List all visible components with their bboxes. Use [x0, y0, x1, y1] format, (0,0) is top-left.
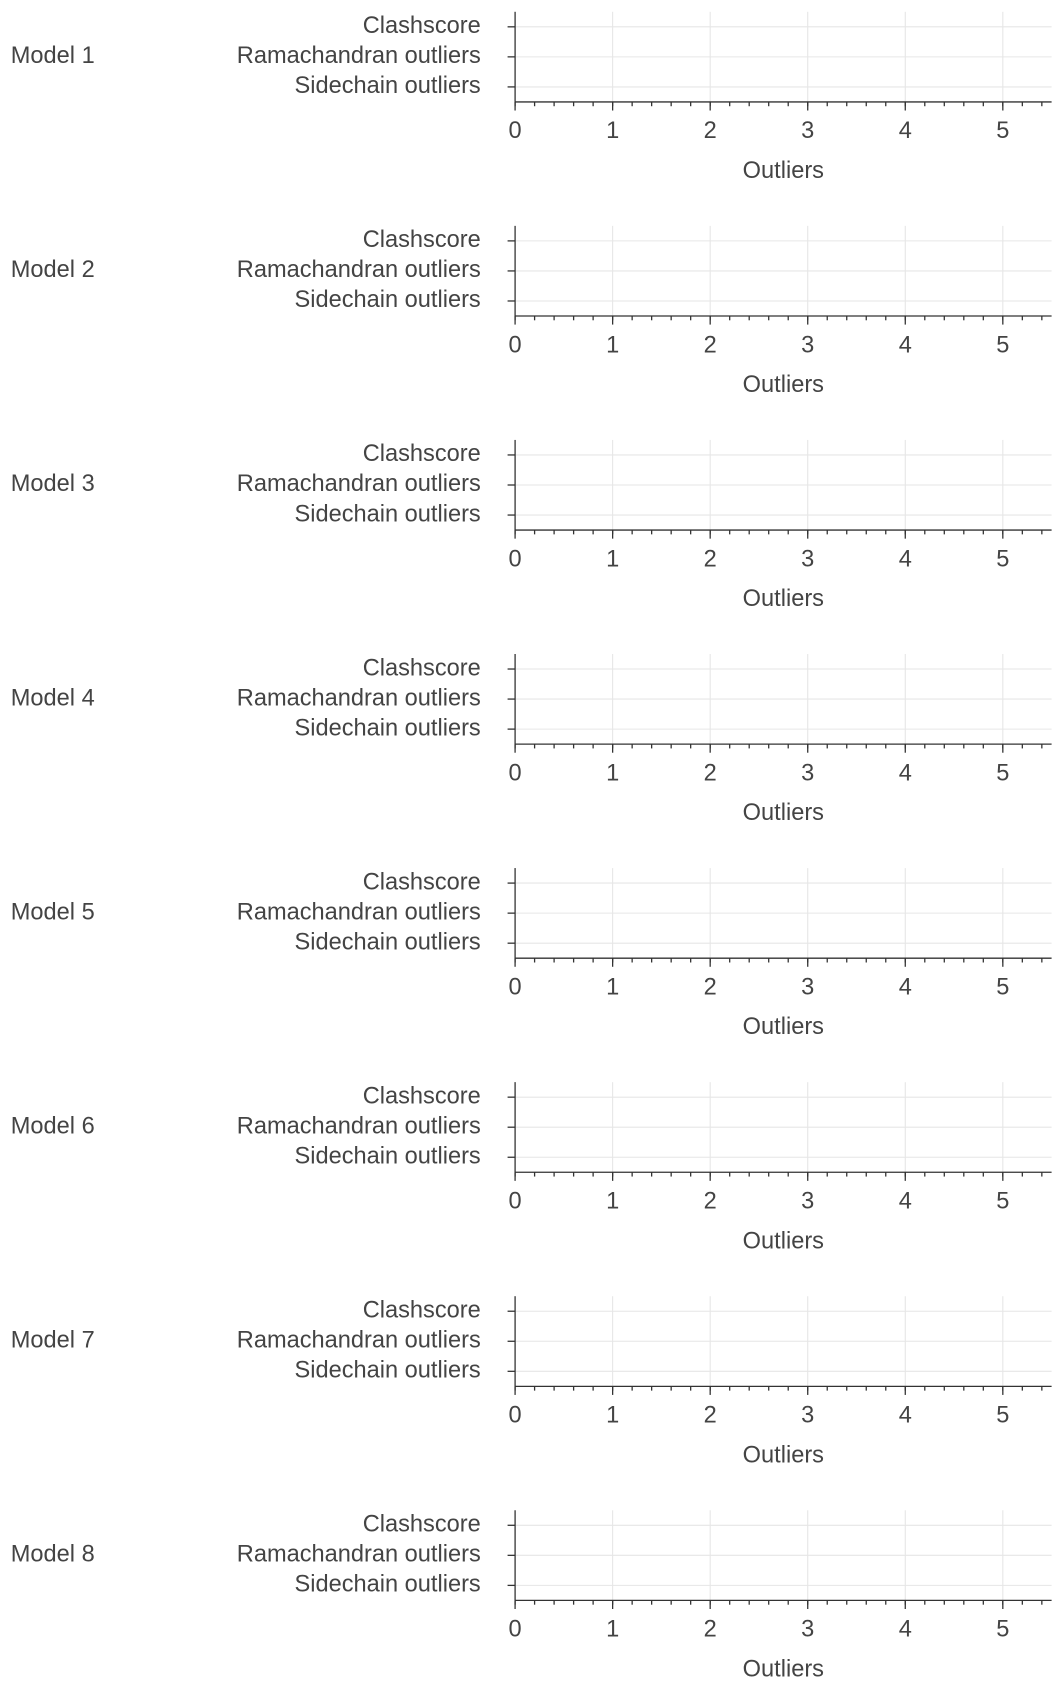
y-tick-label: Sidechain outliers — [295, 929, 481, 955]
x-tick-label: 3 — [801, 1403, 814, 1429]
x-tick-label: 0 — [509, 1403, 522, 1429]
y-tick-label: Clashscore — [363, 441, 481, 467]
y-tick-label: Ramachandran outliers — [237, 1113, 481, 1139]
x-tick-label: 3 — [801, 760, 814, 786]
x-axis-label: Outliers — [743, 586, 824, 612]
y-tick-label: Ramachandran outliers — [237, 1542, 481, 1568]
group-label: Model 5 — [11, 899, 95, 925]
y-tick-label: Clashscore — [363, 1512, 481, 1538]
y-tick-label: Ramachandran outliers — [237, 1328, 481, 1354]
y-tick-label: Clashscore — [363, 869, 481, 895]
y-tick-label: Sidechain outliers — [295, 501, 481, 527]
x-tick-label: 2 — [704, 974, 717, 1000]
group-label: Model 7 — [11, 1328, 95, 1354]
x-tick-label: 3 — [801, 1617, 814, 1643]
y-tick-label: Ramachandran outliers — [237, 257, 481, 283]
x-tick-label: 1 — [606, 1403, 619, 1429]
y-tick-label: Clashscore — [363, 1297, 481, 1323]
y-tick-label: Sidechain outliers — [295, 1143, 481, 1169]
x-tick-label: 3 — [801, 332, 814, 358]
x-tick-label: 1 — [606, 118, 619, 144]
x-tick-label: 5 — [996, 760, 1009, 786]
group-label: Model 2 — [11, 257, 95, 283]
x-tick-label: 2 — [704, 1189, 717, 1215]
x-tick-label: 5 — [996, 1403, 1009, 1429]
group-label: Model 1 — [11, 43, 95, 69]
x-tick-label: 3 — [801, 974, 814, 1000]
group-label: Model 6 — [11, 1113, 95, 1139]
x-tick-label: 1 — [606, 1617, 619, 1643]
y-tick-label: Clashscore — [363, 227, 481, 253]
x-tick-label: 2 — [704, 760, 717, 786]
x-tick-label: 1 — [606, 974, 619, 1000]
x-axis-label: Outliers — [743, 1014, 824, 1040]
x-tick-label: 3 — [801, 118, 814, 144]
x-axis-label: Outliers — [743, 1442, 824, 1468]
x-tick-label: 0 — [509, 332, 522, 358]
y-tick-label: Sidechain outliers — [295, 287, 481, 313]
x-tick-label: 4 — [899, 546, 912, 572]
x-tick-label: 4 — [899, 1403, 912, 1429]
x-tick-label: 2 — [704, 1403, 717, 1429]
x-axis-label: Outliers — [743, 372, 824, 398]
y-tick-label: Ramachandran outliers — [237, 43, 481, 69]
y-tick-label: Clashscore — [363, 13, 481, 39]
x-tick-label: 4 — [899, 760, 912, 786]
x-tick-label: 0 — [509, 1617, 522, 1643]
y-tick-label: Ramachandran outliers — [237, 899, 481, 925]
x-tick-label: 0 — [509, 974, 522, 1000]
y-tick-label: Ramachandran outliers — [237, 471, 481, 497]
y-tick-label: Sidechain outliers — [295, 1572, 481, 1598]
x-tick-label: 4 — [899, 974, 912, 1000]
x-tick-label: 3 — [801, 1189, 814, 1215]
y-tick-label: Ramachandran outliers — [237, 685, 481, 711]
x-tick-label: 0 — [509, 1189, 522, 1215]
y-tick-label: Sidechain outliers — [295, 73, 481, 99]
x-tick-label: 5 — [996, 546, 1009, 572]
x-tick-label: 1 — [606, 760, 619, 786]
y-tick-label: Clashscore — [363, 1083, 481, 1109]
x-axis-label: Outliers — [743, 158, 824, 184]
x-tick-label: 2 — [704, 1617, 717, 1643]
x-tick-label: 5 — [996, 974, 1009, 1000]
x-tick-label: 4 — [899, 118, 912, 144]
group-label: Model 3 — [11, 471, 95, 497]
x-tick-label: 2 — [704, 332, 717, 358]
x-tick-label: 4 — [899, 1189, 912, 1215]
x-tick-label: 1 — [606, 1189, 619, 1215]
x-tick-label: 3 — [801, 546, 814, 572]
group-label: Model 4 — [11, 685, 95, 711]
x-tick-label: 5 — [996, 332, 1009, 358]
x-tick-label: 0 — [509, 118, 522, 144]
x-tick-label: 0 — [509, 546, 522, 572]
x-tick-label: 5 — [996, 118, 1009, 144]
y-tick-label: Sidechain outliers — [295, 715, 481, 741]
x-tick-label: 4 — [899, 1617, 912, 1643]
x-tick-label: 4 — [899, 332, 912, 358]
x-tick-label: 1 — [606, 546, 619, 572]
x-tick-label: 2 — [704, 546, 717, 572]
y-tick-label: Clashscore — [363, 655, 481, 681]
x-tick-label: 5 — [996, 1189, 1009, 1215]
x-axis-label: Outliers — [743, 1656, 824, 1682]
x-axis-label: Outliers — [743, 800, 824, 826]
x-tick-label: 2 — [704, 118, 717, 144]
x-axis-label: Outliers — [743, 1228, 824, 1254]
x-tick-label: 0 — [509, 760, 522, 786]
group-label: Model 8 — [11, 1542, 95, 1568]
x-tick-label: 5 — [996, 1617, 1009, 1643]
y-tick-label: Sidechain outliers — [295, 1358, 481, 1384]
x-tick-label: 1 — [606, 332, 619, 358]
